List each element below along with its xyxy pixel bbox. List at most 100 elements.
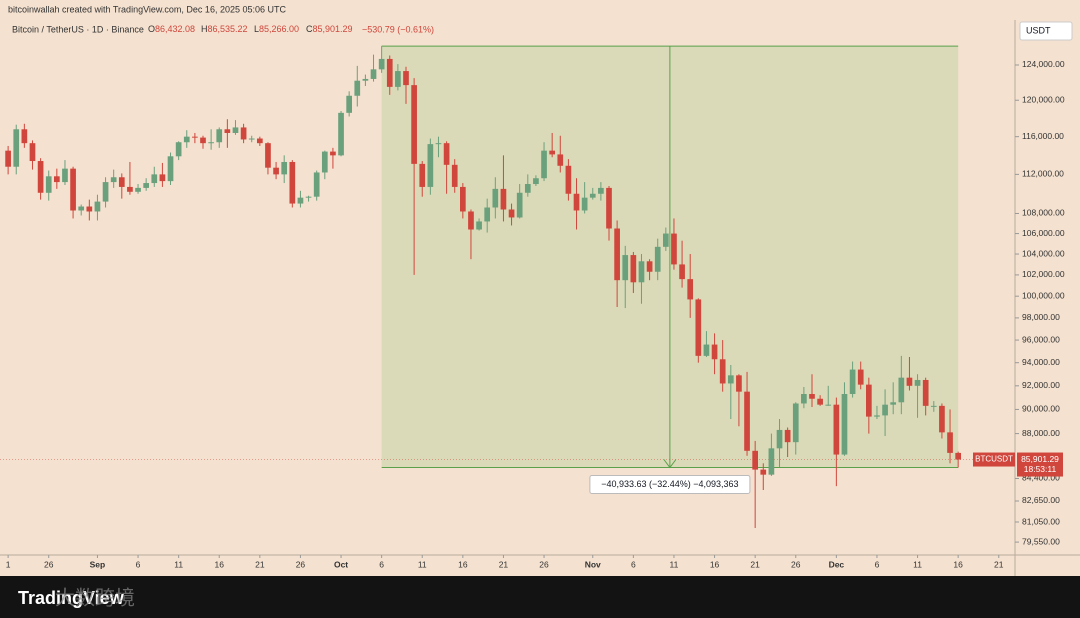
- candle-body: [492, 188, 499, 208]
- x-tick-label: 6: [136, 559, 141, 569]
- candle-body: [857, 369, 864, 385]
- candle-body: [208, 142, 214, 144]
- candle-body: [167, 156, 174, 182]
- change: −530.79 (−0.61%): [362, 24, 434, 34]
- candle-body: [135, 187, 141, 192]
- countdown: 18:53:11: [1024, 464, 1057, 474]
- candle-body: [70, 168, 76, 211]
- candle-body: [817, 398, 823, 405]
- currency-box[interactable]: [1019, 21, 1073, 41]
- candle-body: [289, 161, 296, 204]
- candle-body: [354, 80, 361, 96]
- candle-body: [711, 344, 718, 360]
- x-tick-label: 21: [499, 559, 509, 569]
- candle-body: [476, 221, 482, 230]
- candle-body: [451, 164, 458, 187]
- candle-body: [183, 136, 190, 143]
- candle-body: [573, 193, 580, 211]
- candle-body: [598, 187, 604, 194]
- logo: TradingView: [18, 588, 125, 608]
- x-tick-label: 6: [875, 559, 880, 569]
- candle-body: [533, 178, 539, 185]
- x-tick-label: 16: [215, 559, 225, 569]
- y-tick-label: 108,000.00: [1022, 208, 1065, 218]
- ohlc-key: C: [306, 24, 313, 34]
- ohlc-low: L85,266.00: [254, 24, 299, 34]
- candle-body: [874, 415, 880, 417]
- candle-body: [898, 377, 905, 403]
- candle-body: [833, 404, 840, 455]
- candle-body: [541, 150, 547, 179]
- x-tick-label: 6: [631, 559, 636, 569]
- y-tick-label: 84,400.00: [1022, 473, 1060, 483]
- candle-body: [801, 394, 807, 404]
- candle-body: [841, 394, 848, 455]
- candle-body: [21, 129, 28, 144]
- candle-body: [744, 391, 750, 451]
- y-tick-label: 104,000.00: [1022, 248, 1065, 258]
- symbol-tag: BTCUSDT: [975, 455, 1013, 464]
- candle-body: [727, 375, 734, 384]
- y-tick-label: 94,000.00: [1022, 357, 1060, 367]
- candle-body: [297, 197, 304, 204]
- currency[interactable]: USDT: [1026, 25, 1051, 35]
- candle-body: [159, 174, 166, 182]
- candle-body: [419, 163, 426, 187]
- y-tick-label: 116,000.00: [1022, 131, 1064, 141]
- candle-body: [524, 184, 531, 193]
- measure-label-box: [589, 475, 751, 495]
- x-tick-label: 16: [710, 559, 720, 569]
- candle-body: [370, 69, 377, 79]
- candle-body: [313, 172, 320, 197]
- candle-body: [427, 144, 434, 187]
- x-tick-label: Sep: [90, 559, 106, 569]
- y-tick-label: 81,050.00: [1022, 516, 1060, 526]
- candle-body: [865, 384, 872, 417]
- y-tick-label: 120,000.00: [1022, 94, 1065, 104]
- last-price-label: 85,901.29: [1021, 454, 1059, 464]
- last-price-box: [1017, 452, 1063, 477]
- x-tick-label: 11: [670, 559, 679, 569]
- symbol: Bitcoin / TetherUS · 1D · Binance: [12, 24, 144, 34]
- candle-body: [776, 429, 783, 449]
- x-tick-label: 16: [458, 559, 468, 569]
- candle-body: [443, 143, 450, 165]
- candle-body: [679, 264, 685, 280]
- candle-body: [265, 143, 271, 168]
- candle-body: [175, 142, 182, 157]
- candle-body: [630, 255, 637, 283]
- ohlc-key: L: [254, 24, 259, 34]
- candle-body: [784, 429, 791, 443]
- candle-body: [37, 161, 44, 193]
- candle-body: [882, 404, 888, 416]
- candle-body: [78, 206, 85, 211]
- candle-body: [516, 192, 523, 218]
- candle-body: [703, 344, 710, 356]
- ohlc-close: C85,901.29: [306, 24, 353, 34]
- candle-body: [338, 112, 344, 156]
- candle-body: [403, 71, 409, 86]
- x-tick-label: 11: [418, 559, 427, 569]
- y-tick-label: 112,000.00: [1022, 169, 1064, 179]
- candle-body: [459, 186, 466, 212]
- x-tick-label: 26: [296, 559, 306, 569]
- candle-body: [622, 255, 629, 281]
- symbol-tag-box: [973, 452, 1015, 467]
- candle-body: [508, 209, 515, 218]
- candle-body: [86, 206, 93, 212]
- candle-body: [662, 233, 669, 247]
- candle-body: [192, 136, 198, 138]
- watermark: 大数跨境: [55, 586, 135, 609]
- candle-body: [955, 452, 962, 460]
- candle-body: [671, 233, 677, 265]
- y-tick-label: 90,000.00: [1022, 404, 1060, 414]
- candle-body: [500, 188, 507, 210]
- candle-body: [589, 193, 596, 198]
- candle-body: [638, 261, 645, 283]
- candle-body: [411, 85, 417, 164]
- x-tick-label: 21: [255, 559, 265, 569]
- measure-label: −40,933.63 (−32.44%) −4,093,363: [601, 479, 738, 489]
- candle-body: [248, 138, 255, 140]
- y-tick-label: 102,000.00: [1022, 269, 1065, 279]
